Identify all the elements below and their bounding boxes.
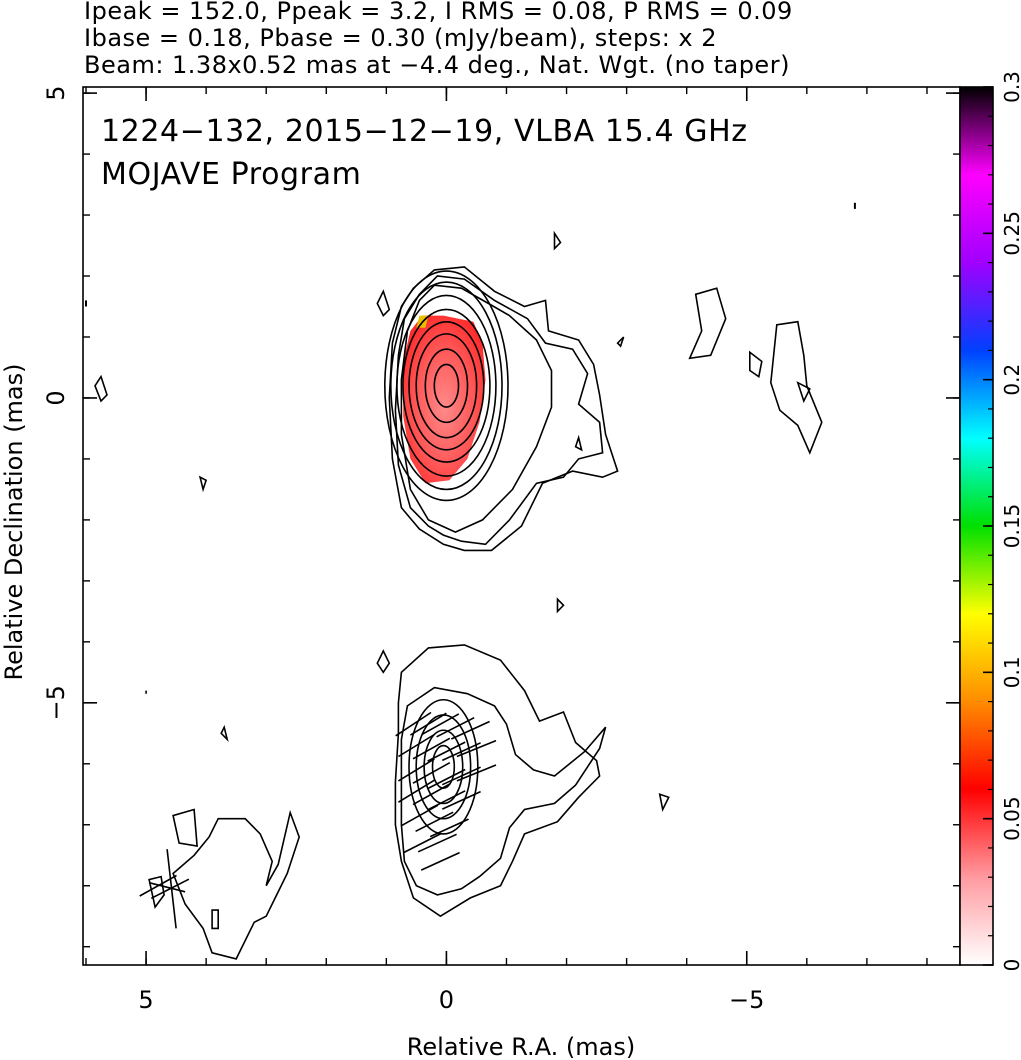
plot-title-line-2: MOJAVE Program: [101, 157, 361, 192]
pol-island-contour-7: [172, 809, 301, 960]
colorbar-tick-label: 0.2: [1000, 364, 1021, 396]
polarization-vector-20: [400, 804, 439, 827]
polarization-vector-15: [456, 764, 497, 782]
polarization-vector-12: [412, 762, 451, 784]
plot-content: [85, 202, 856, 960]
pol-outer-contour-1: [400, 686, 607, 896]
polarization-vector-24: [417, 833, 457, 853]
pol-island-contour-5: [658, 793, 670, 812]
core-contour-2: [424, 348, 469, 424]
outer-contour-2: [394, 275, 604, 546]
polarization-vector-4: [436, 716, 475, 738]
polarization-vector-2: [409, 712, 447, 736]
header-line-1: Ipeak = 152.0, Ppeak = 3.2, I RMS = 0.08…: [84, 0, 793, 25]
noise-contour-1: [376, 289, 391, 317]
colorbar-tick-label: 0.3: [1000, 71, 1021, 103]
polarization-vector-11: [397, 758, 435, 782]
polarization-vector-1: [395, 711, 432, 737]
colorbar-tick-label: 0.25: [1000, 211, 1021, 256]
plot-title-line-1: 1224−132, 2015−12−19, VLBA 15.4 GHz: [101, 114, 748, 149]
noise-contour-10: [769, 320, 823, 455]
y-tick-label: 5: [42, 85, 70, 100]
pol-island-contour-6: [172, 808, 198, 848]
polarization-vector-14: [441, 766, 481, 786]
core-contour-8: [384, 270, 509, 502]
noise-contour-7: [688, 287, 727, 360]
noise-contour-4: [574, 434, 583, 452]
polarization-vector-21: [415, 811, 454, 833]
noise-contour-8: [748, 350, 763, 378]
polarization-vector-5: [450, 720, 490, 740]
noise-contour-5: [94, 374, 108, 403]
core-contour-3: [415, 333, 478, 439]
pol-outer-contour-2: [394, 644, 601, 918]
pol-island-contour-8: [211, 909, 219, 930]
colorbar-tick-label: 0: [1000, 959, 1021, 972]
x-tick-label: 5: [138, 986, 153, 1014]
pol-core-contour-4: [408, 698, 479, 835]
polarization-vector-6: [397, 733, 435, 758]
y-axis-label: Relative Declination (mas): [0, 363, 28, 680]
polarization-vector-19: [441, 790, 481, 810]
core-contour-5: [402, 308, 491, 463]
pol-island-contour-2: [556, 597, 565, 614]
pol-island-contour-3: [220, 724, 229, 743]
polarization-vector-3: [421, 713, 460, 736]
polarization-vector-9: [441, 742, 481, 762]
colorbar-tick-label: 0.15: [1000, 504, 1021, 549]
core-contour-1: [433, 363, 460, 408]
polarization-vector-17: [412, 783, 451, 806]
outer-contour-3: [388, 266, 619, 552]
pol-island-contour-9: [148, 875, 165, 909]
outer-contour-1: [400, 284, 553, 533]
header-line-2: Ibase = 0.18, Pbase = 0.30 (mJy/beam), s…: [84, 24, 717, 52]
noise-contour-6: [198, 475, 208, 493]
noise-contour-9: [796, 381, 811, 404]
polarization-vector-10: [456, 739, 497, 758]
polarization-vector-22: [429, 818, 469, 838]
colorbar: 0 0.05 0.1 0.15 0.2 0.25 0.3: [959, 71, 1021, 972]
header-line-3: Beam: 1.38x0.52 mas at −4.4 deg., Nat. W…: [84, 51, 790, 79]
colorbar-tick-label: 0.1: [1000, 656, 1021, 688]
y-tick-label: 0: [42, 390, 70, 405]
x-tick-label: 0: [439, 986, 454, 1014]
pol-core-contour-2: [423, 729, 464, 805]
polarization-vector-13: [427, 768, 466, 790]
y-tick-label: −5: [42, 685, 70, 720]
beam-marker-axis: [148, 881, 186, 893]
polarization-vector-23: [403, 832, 442, 854]
pol-island-contour-1: [376, 649, 391, 674]
polarization-vector-16: [397, 779, 435, 803]
x-axis-label: Relative R.A. (mas): [407, 1033, 635, 1060]
core-contour-4: [408, 320, 485, 451]
noise-contour-2: [553, 230, 562, 251]
polarization-vector-25: [420, 851, 460, 871]
x-tick-label: −5: [729, 986, 764, 1014]
polarization-vector-8: [427, 741, 466, 762]
colorbar-tick-label: 0.05: [1000, 796, 1021, 841]
core-contour-7: [390, 281, 503, 491]
noise-contour-3: [616, 336, 625, 348]
polarization-vector-7: [412, 737, 451, 760]
